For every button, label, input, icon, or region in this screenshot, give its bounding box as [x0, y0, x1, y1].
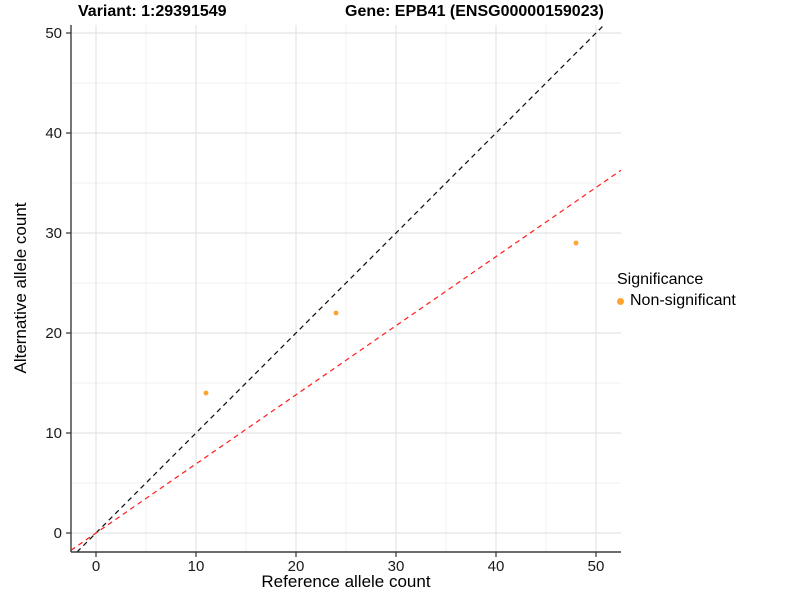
y-tick-label: 30 — [45, 225, 62, 242]
y-tick-label: 40 — [45, 125, 62, 142]
x-tick-label: 0 — [92, 558, 100, 575]
x-tick-label: 50 — [588, 558, 605, 575]
data-point — [333, 310, 339, 316]
x-tick-label: 10 — [188, 558, 205, 575]
fit-line — [70, 169, 622, 551]
identity-line — [76, 24, 605, 553]
y-tick-label: 0 — [54, 525, 62, 542]
y-tick-label: 50 — [45, 25, 62, 42]
x-tick-label: 30 — [388, 558, 405, 575]
data-point — [573, 240, 579, 246]
legend: Significance Non-significant — [617, 271, 736, 310]
legend-item: Non-significant — [617, 292, 736, 310]
x-tick-label: 20 — [288, 558, 305, 575]
x-axis-title: Reference allele count — [261, 572, 431, 591]
legend-title: Significance — [617, 271, 704, 288]
legend-point-icon — [617, 297, 624, 305]
y-tick-label: 10 — [45, 425, 62, 442]
gene-title: Gene: EPB41 (ENSG00000159023) — [345, 3, 604, 20]
y-tick-label: 20 — [45, 325, 62, 342]
x-tick-label: 40 — [488, 558, 505, 575]
legend-item-label: Non-significant — [630, 292, 736, 309]
y-axis-title: Alternative allele count — [11, 202, 30, 374]
data-point — [203, 390, 209, 396]
variant-title: Variant: 1:29391549 — [78, 3, 227, 20]
